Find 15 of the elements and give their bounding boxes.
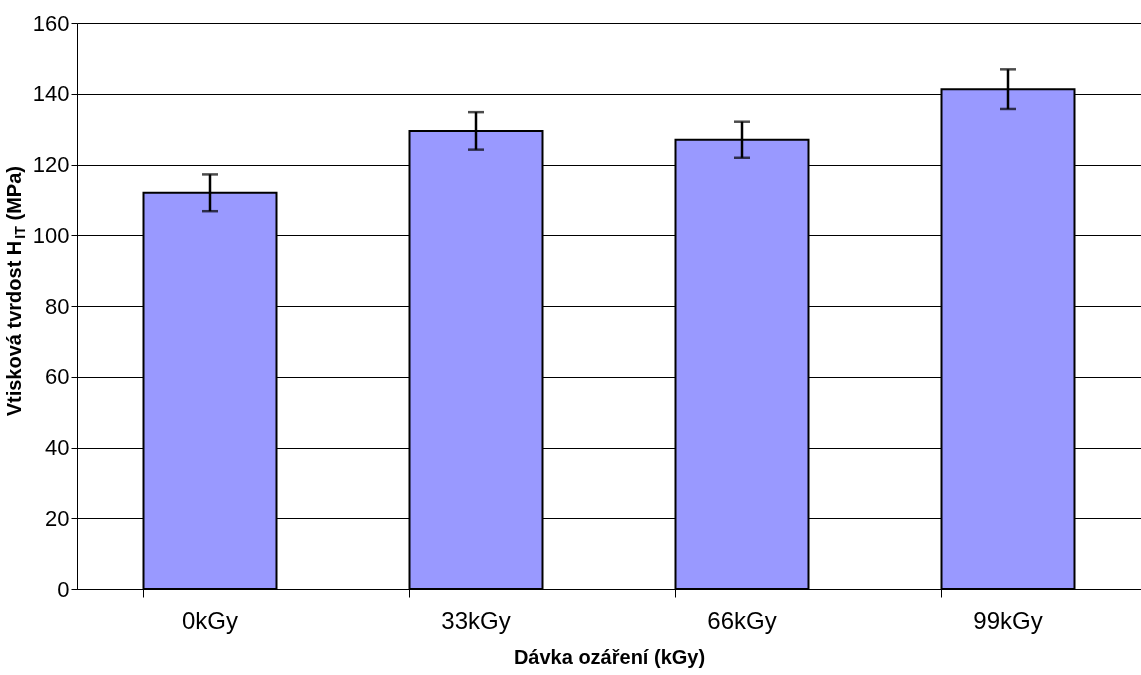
x-tick-label: 66kGy bbox=[707, 606, 777, 634]
y-tick-label: 120 bbox=[32, 152, 70, 177]
y-tick-label: 160 bbox=[32, 10, 70, 36]
x-axis-title: Dávka ozáření (kGy) bbox=[513, 645, 706, 668]
y-tick-label: 0 bbox=[57, 576, 70, 602]
x-tick-label: 99kGy bbox=[973, 606, 1043, 634]
y-tick-label: 100 bbox=[32, 222, 70, 248]
x-tick-label: 33kGy bbox=[441, 606, 511, 634]
y-tick-label: 60 bbox=[45, 364, 70, 390]
y-tick-label: 140 bbox=[32, 81, 70, 107]
y-tick-label: 80 bbox=[45, 293, 70, 319]
x-tick-label: 0kGy bbox=[181, 606, 239, 634]
y-tick-label: 20 bbox=[45, 505, 70, 531]
y-tick-label: 40 bbox=[45, 435, 70, 460]
y-axis-title: Vtisková tvrdost HIT (MPa) bbox=[3, 166, 28, 417]
